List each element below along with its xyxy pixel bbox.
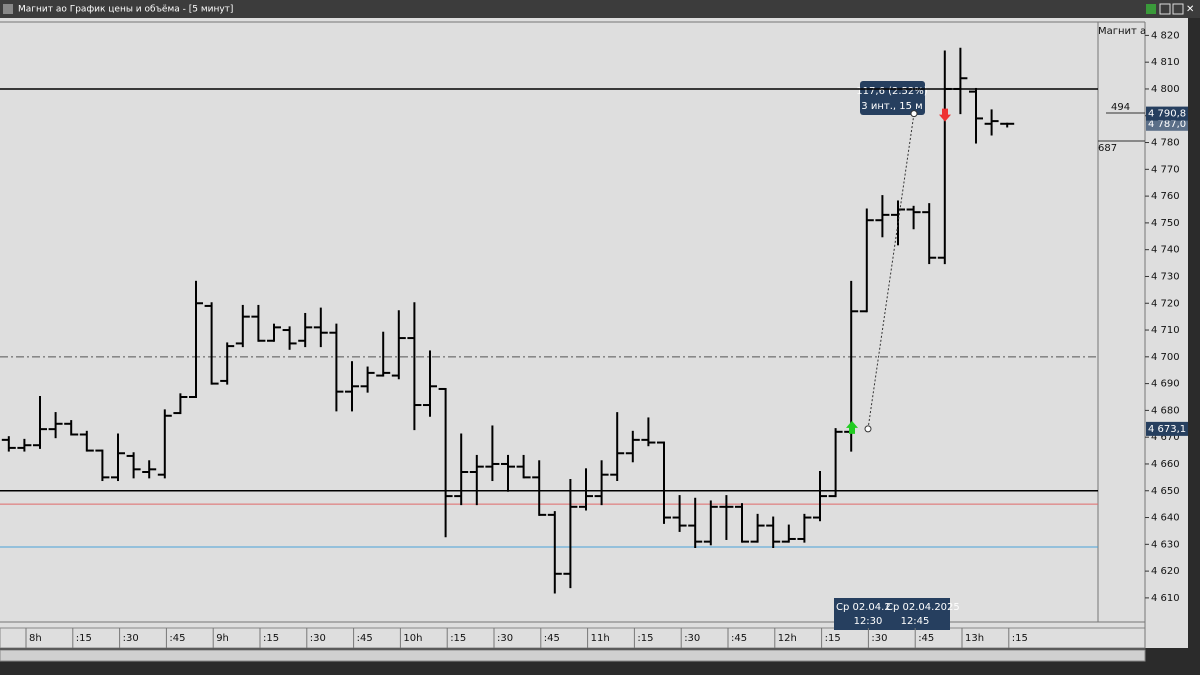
y-tick-label: 4 780 xyxy=(1151,138,1180,149)
measure-point xyxy=(864,425,872,433)
cursor-time: 12:30 xyxy=(854,616,883,627)
measure-text: 3 инт., 15 м xyxy=(861,101,922,112)
cursor-time-box xyxy=(834,598,884,630)
measure-point xyxy=(910,110,918,118)
x-tick-label: 12h xyxy=(778,633,797,644)
x-tick-label: :15 xyxy=(263,633,279,644)
volume-label: 687 xyxy=(1098,143,1117,154)
y-tick-label: 4 720 xyxy=(1151,298,1180,309)
y-tick-label: 4 630 xyxy=(1151,539,1180,550)
x-tick-label: :15 xyxy=(825,633,841,644)
buy-arrow xyxy=(846,420,858,434)
x-tick-label: :45 xyxy=(731,633,747,644)
cursor-time: 12:45 xyxy=(901,616,930,627)
x-tick-label: 11h xyxy=(591,633,610,644)
price-marker xyxy=(1146,106,1188,121)
minimize-button[interactable] xyxy=(1159,3,1171,15)
x-tick-label: 8h xyxy=(29,633,42,644)
y-tick-label: 4 690 xyxy=(1151,379,1180,390)
y-tick-label: 4 700 xyxy=(1151,352,1180,363)
x-tick-label: :45 xyxy=(544,633,560,644)
y-tick-label: 4 800 xyxy=(1151,84,1180,95)
chart-area xyxy=(0,18,1188,648)
y-tick-label: 4 650 xyxy=(1151,486,1180,497)
y-tick-label: 4 750 xyxy=(1151,218,1180,229)
y-tick-label: 4 620 xyxy=(1151,566,1180,577)
x-tick-label: :15 xyxy=(1012,633,1028,644)
y-tick-label: 4 810 xyxy=(1151,57,1180,68)
x-tick-label: :45 xyxy=(357,633,373,644)
close-button[interactable]: ✕ xyxy=(1186,4,1194,15)
x-tick-label: :30 xyxy=(310,633,326,644)
instrument-label: Магнит а xyxy=(1098,26,1146,37)
measure-line xyxy=(867,113,915,429)
x-tick-label: :30 xyxy=(871,633,887,644)
y-tick-label: 4 820 xyxy=(1151,30,1180,41)
x-tick-label: 10h xyxy=(403,633,422,644)
y-tick-label: 4 770 xyxy=(1151,164,1180,175)
y-tick-label: 4 760 xyxy=(1151,191,1180,202)
x-tick-label: :15 xyxy=(450,633,466,644)
title-bar xyxy=(0,0,1200,18)
cursor-date: Ср 02.04.2 xyxy=(836,602,891,613)
price-marker-label: 4 787,0 xyxy=(1148,119,1186,130)
price-marker-label: 4 790,8 xyxy=(1148,109,1186,120)
cursor-date: Ср 02.04.2025 xyxy=(886,602,960,613)
x-tick-label: :45 xyxy=(169,633,185,644)
x-tick-label: :45 xyxy=(918,633,934,644)
cursor-time-box xyxy=(884,598,950,630)
window-icon xyxy=(3,4,13,14)
y-tick-label: 4 640 xyxy=(1151,513,1180,524)
x-tick-label: :30 xyxy=(497,633,513,644)
price-marker-label: 4 673,1 xyxy=(1148,424,1186,435)
x-tick-label: :30 xyxy=(684,633,700,644)
y-tick-label: 4 740 xyxy=(1151,245,1180,256)
y-tick-label: 4 710 xyxy=(1151,325,1180,336)
x-tick-label: 13h xyxy=(965,633,984,644)
price-marker xyxy=(1146,421,1188,436)
x-tick-label: :15 xyxy=(637,633,653,644)
y-tick-label: 4 610 xyxy=(1151,593,1180,604)
y-tick-label: 4 730 xyxy=(1151,271,1180,282)
measure-text: 117,6 (2.52%) xyxy=(856,86,927,97)
volume-label: 494 xyxy=(1111,102,1130,113)
link-button[interactable] xyxy=(1146,4,1156,14)
window-title: Магнит ао График цены и объёма - [5 мину… xyxy=(18,5,233,15)
y-tick-label: 4 670 xyxy=(1151,432,1180,443)
y-tick-label: 4 660 xyxy=(1151,459,1180,470)
scrollbar[interactable] xyxy=(0,649,1146,662)
x-tick-label: 9h xyxy=(216,633,229,644)
x-tick-label: :15 xyxy=(76,633,92,644)
sell-arrow xyxy=(939,108,951,122)
maximize-button[interactable] xyxy=(1172,3,1184,15)
x-tick-label: :30 xyxy=(123,633,139,644)
y-tick-label: 4 680 xyxy=(1151,405,1180,416)
